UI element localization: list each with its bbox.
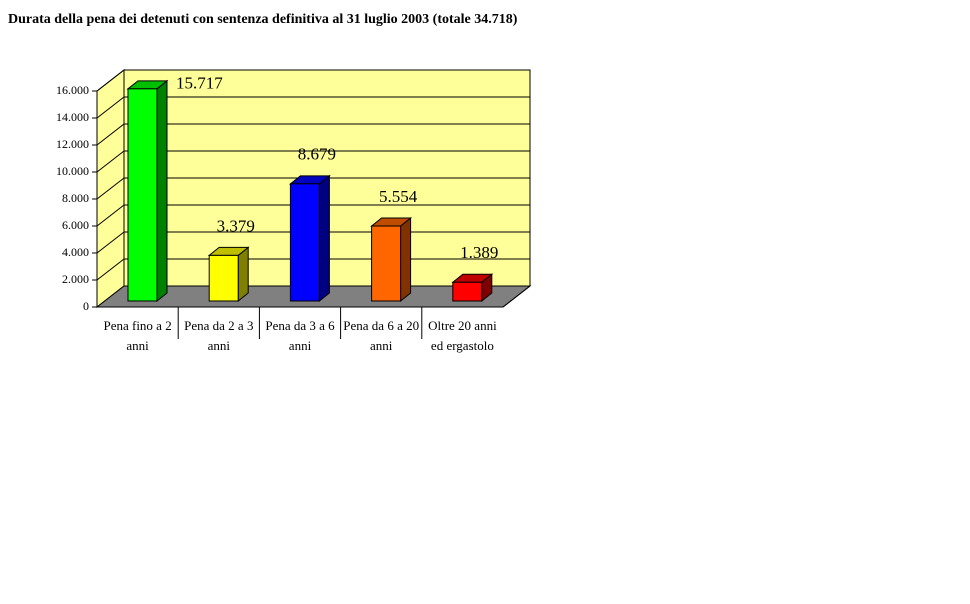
bar-side (237, 246, 249, 303)
bar (208, 254, 239, 302)
grid-line (96, 177, 125, 200)
grid-line (96, 258, 125, 281)
value-label: 5.554 (379, 187, 418, 206)
bar (127, 88, 158, 302)
y-tick-label: 10.000 (56, 164, 89, 178)
y-tick-label: 4.000 (62, 245, 89, 259)
bar-side (318, 174, 330, 303)
grid-line (96, 204, 125, 227)
y-tick-label: 16.000 (56, 83, 89, 97)
value-label: 15.717 (176, 74, 223, 93)
value-label: 8.679 (298, 145, 336, 164)
y-tick-label: 6.000 (62, 218, 89, 232)
y-tick-label: 12.000 (56, 137, 89, 151)
x-tick-label: Oltre 20 anni ed ergastolo (428, 318, 497, 353)
x-tick-label: Pena da 6 a 20 anni (343, 318, 420, 353)
x-tick-label: Pena da 2 a 3 anni (184, 318, 254, 353)
y-tick-label: 2.000 (62, 272, 89, 286)
x-tick-label: Pena fino a 2 anni (103, 318, 172, 353)
grid-line (96, 150, 125, 173)
chart-title: Durata della pena dei detenuti con sente… (8, 12, 518, 27)
grid-line (96, 69, 125, 92)
bar-side (156, 79, 168, 303)
y-tick-label: 8.000 (62, 191, 89, 205)
y-tick-label: 14.000 (56, 110, 89, 124)
x-tick-label: Pena da 3 a 6 anni (265, 318, 335, 353)
bar-side (400, 216, 412, 303)
grid-line (96, 231, 125, 254)
grid-line (96, 123, 125, 146)
bar (371, 225, 402, 302)
value-label: 3.379 (217, 216, 255, 235)
bar (452, 281, 483, 302)
y-tick-label: 0 (83, 299, 89, 313)
grid-line (96, 96, 125, 119)
value-label: 1.389 (460, 243, 498, 262)
bar (289, 183, 320, 302)
floor-edge (502, 285, 531, 308)
